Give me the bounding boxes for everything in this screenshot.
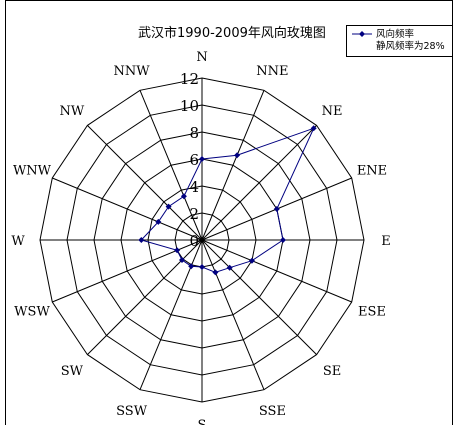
legend: 风向频率 静风频率为28% <box>346 25 453 57</box>
data-point-nnw <box>180 193 187 200</box>
tick-label-0: 0 <box>189 232 199 250</box>
direction-label-nw: NW <box>60 104 85 119</box>
direction-label-nne: NNE <box>256 64 288 79</box>
tick-label-2: 2 <box>189 205 199 223</box>
direction-label-sw: SW <box>61 364 84 379</box>
spoke-wsw <box>52 239 203 303</box>
spoke-ssw <box>139 239 203 390</box>
spoke-sse <box>201 239 265 390</box>
direction-label-s: S <box>198 418 207 425</box>
data-point-s <box>199 264 205 270</box>
direction-label-ssw: SSW <box>116 404 148 419</box>
legend-marker <box>359 31 365 37</box>
direction-label-e: E <box>381 234 391 249</box>
spoke-wnw <box>52 177 203 241</box>
direction-label-w: W <box>11 234 25 249</box>
tick-label-4: 4 <box>189 178 199 196</box>
data-point-ese <box>248 257 255 264</box>
spoke-ese <box>201 239 352 303</box>
data-point-e <box>280 237 286 243</box>
legend-box <box>346 25 453 57</box>
legend-note: 静风频率为28% <box>376 40 445 52</box>
direction-label-ene: ENE <box>357 164 387 179</box>
tick-label-8: 8 <box>189 124 199 142</box>
direction-label-ese: ESE <box>358 304 386 319</box>
data-point-sse <box>212 269 219 276</box>
tick-label-10: 10 <box>180 97 199 115</box>
data-point-n <box>199 156 205 162</box>
data-point-ne <box>310 125 317 132</box>
direction-label-wnw: WNW <box>13 164 52 179</box>
direction-label-n: N <box>196 50 207 65</box>
direction-label-wsw: WSW <box>14 304 50 319</box>
spoke-nw <box>87 125 203 241</box>
direction-label-se: SE <box>323 364 341 379</box>
radial-tick-labels: 0 2 4 6 8 10 12 <box>180 70 199 250</box>
spoke-ne <box>201 125 317 241</box>
direction-label-nnw: NNW <box>114 64 151 79</box>
legend-series-label: 风向频率 <box>376 28 415 40</box>
tick-label-12: 12 <box>180 70 199 88</box>
data-point-nw <box>165 203 172 210</box>
data-point-se <box>226 264 233 271</box>
data-point-nne <box>234 152 241 159</box>
direction-label-sse: SSE <box>259 404 286 419</box>
spoke-nnw <box>139 90 203 241</box>
direction-label-ne: NE <box>322 104 343 119</box>
spoke-se <box>201 239 317 355</box>
data-point-w <box>138 237 145 243</box>
spoke-nne <box>201 90 265 241</box>
series-layer <box>138 125 317 276</box>
spoke-sw <box>87 239 203 355</box>
tick-label-6: 6 <box>189 151 199 169</box>
data-point-ssw <box>188 263 195 270</box>
data-point-ene <box>273 206 280 212</box>
chart-title: 武汉市1990-2009年风向玫瑰图 <box>138 25 326 41</box>
data-point-sw <box>179 257 185 263</box>
radar-spokes <box>40 78 364 402</box>
data-point-wnw <box>155 218 162 225</box>
data-point-wsw <box>174 247 181 254</box>
direction-labels: N NNE NE ENE E ESE SE SSE S SSW SW WSW W WNW NW NNW <box>11 50 391 430</box>
